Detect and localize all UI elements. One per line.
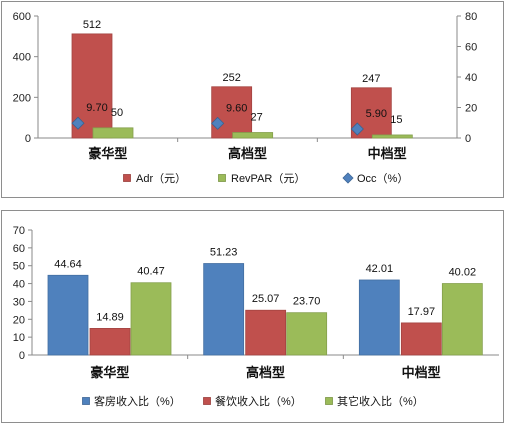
y-tick-label: 50 [13,261,25,273]
chart-hotel-metrics: 0 200 400 600 0 20 40 60 80 豪华型 512 50 9.70 高档型 252 27 9… [13,11,478,185]
data-label-adr: 247 [362,73,380,85]
y-tick-label: 60 [13,243,25,255]
legend-label: 其它收入比（%） [337,394,424,408]
x-tick-label: 豪华型 [90,365,129,380]
legend-label: RevPAR（元） [231,172,305,185]
data-label: 40.47 [137,266,165,278]
legend-label: Adr（元） [136,172,186,185]
bar-adr [211,86,253,139]
x-tick-label: 高档型 [246,365,285,380]
legend-marker [342,172,354,184]
data-label: 14.89 [96,311,124,323]
data-label-occ: 5.90 [366,108,387,120]
data-label: 42.01 [366,263,394,275]
y-tick-label: 10 [13,332,25,344]
legend-label: 客房收入比（%） [94,394,181,408]
x-tick-label: 高档型 [228,146,267,161]
legend-marker [82,397,90,405]
bar-series-3 [441,283,483,356]
data-label: 40.02 [449,267,477,279]
y-tick-label: 40 [13,279,25,291]
right-y-tick-label: 40 [465,72,477,84]
left-y-tick-label: 200 [13,92,31,104]
bar-series-1 [47,274,89,356]
bar-revpar [92,127,134,139]
data-label: 25.07 [252,293,280,305]
point-occ [211,116,225,130]
bar-series-3 [130,282,172,356]
x-tick-label: 中档型 [402,365,441,380]
bar-series-2 [400,322,442,356]
data-label-occ: 9.60 [226,102,247,114]
data-label-revpar: 27 [251,112,263,124]
data-label: 23.70 [293,296,321,308]
legend-label: 餐饮收入比（%） [215,394,302,408]
data-label: 17.97 [408,306,436,318]
chart-panel-hotel-metrics: 0 200 400 600 0 20 40 60 80 豪华型 512 50 9.70 高档型 252 27 9… [1,1,504,198]
x-tick-label: 豪华型 [88,146,127,161]
bar-series-3 [286,312,328,356]
bar-series-1 [203,263,245,356]
point-occ [350,122,364,136]
y-tick-label: 20 [13,314,25,326]
right-y-tick-label: 20 [465,103,477,115]
bar-series-1 [358,279,400,356]
right-y-tick-label: 80 [465,11,477,23]
bar-revpar [371,134,413,139]
left-y-tick-label: 400 [13,52,31,64]
bar-revpar [232,132,274,139]
bar-series-2 [89,328,131,356]
data-label-revpar: 50 [111,107,123,119]
data-label: 51.23 [210,247,238,259]
x-tick-label: 中档型 [368,146,407,161]
y-tick-label: 70 [13,225,25,237]
data-label-adr: 512 [83,19,101,31]
legend-marker [123,174,131,182]
legend-marker [203,397,211,405]
right-y-tick-label: 60 [465,42,477,54]
data-label: 44.64 [54,258,82,270]
data-label-revpar: 15 [390,114,402,126]
left-y-tick-label: 0 [25,133,31,145]
y-tick-label: 0 [19,350,25,362]
chart-revenue-share: 0 10 20 30 40 50 60 70 豪华型 44.64 14.89 40.47 高档型 51.2… [13,225,499,408]
legend-label: Occ（%） [357,172,408,185]
data-label-adr: 252 [222,72,240,84]
point-occ [71,116,85,130]
legend-marker [218,174,226,182]
y-tick-label: 30 [13,296,25,308]
chart-panel-revenue-share: 0 10 20 30 40 50 60 70 豪华型 44.64 14.89 40.47 高档型 51.2… [1,210,504,423]
left-y-tick-label: 600 [13,11,31,23]
legend-marker [325,397,333,405]
bar-series-2 [245,309,287,356]
right-y-tick-label: 0 [465,133,471,145]
data-label-occ: 9.70 [86,102,107,114]
